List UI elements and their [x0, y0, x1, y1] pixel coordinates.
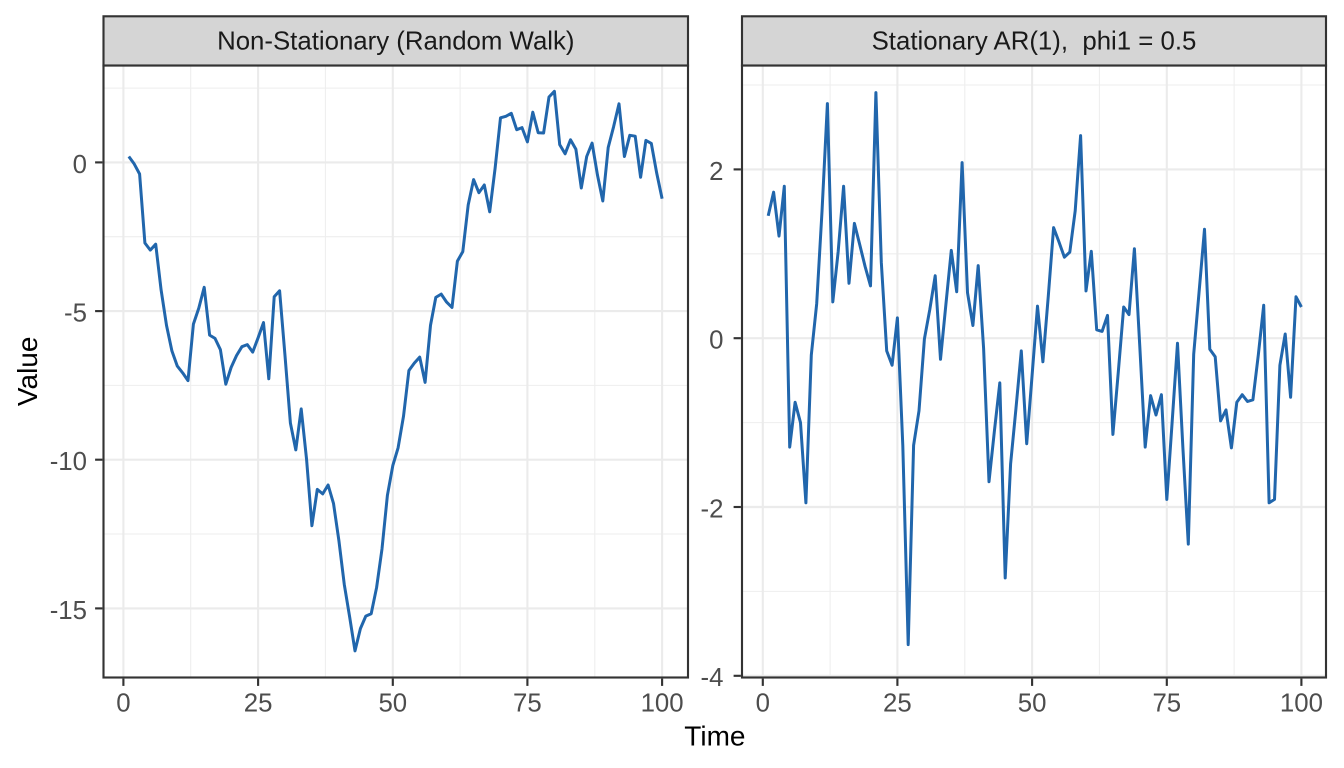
svg-text:-15: -15	[50, 597, 87, 625]
svg-text:-10: -10	[50, 448, 87, 476]
svg-text:0: 0	[709, 327, 723, 355]
svg-text:-4: -4	[701, 664, 724, 692]
svg-text:Time: Time	[684, 720, 745, 751]
svg-text:0: 0	[756, 689, 770, 717]
svg-text:Value: Value	[12, 337, 43, 407]
svg-text:-2: -2	[701, 495, 724, 523]
svg-text:Non-Stationary (Random Walk): Non-Stationary (Random Walk)	[217, 28, 574, 56]
svg-text:2: 2	[709, 158, 723, 186]
svg-text:100: 100	[1280, 689, 1323, 717]
svg-text:75: 75	[1152, 689, 1181, 717]
svg-text:0: 0	[116, 689, 130, 717]
svg-text:75: 75	[513, 689, 542, 717]
svg-text:Stationary AR(1), phi1 = 0.5: Stationary AR(1), phi1 = 0.5	[872, 28, 1197, 56]
svg-text:25: 25	[883, 689, 912, 717]
svg-text:-5: -5	[64, 299, 87, 327]
svg-text:25: 25	[244, 689, 273, 717]
svg-text:100: 100	[641, 689, 684, 717]
svg-text:50: 50	[1018, 689, 1047, 717]
svg-text:50: 50	[378, 689, 407, 717]
svg-text:0: 0	[73, 151, 87, 179]
